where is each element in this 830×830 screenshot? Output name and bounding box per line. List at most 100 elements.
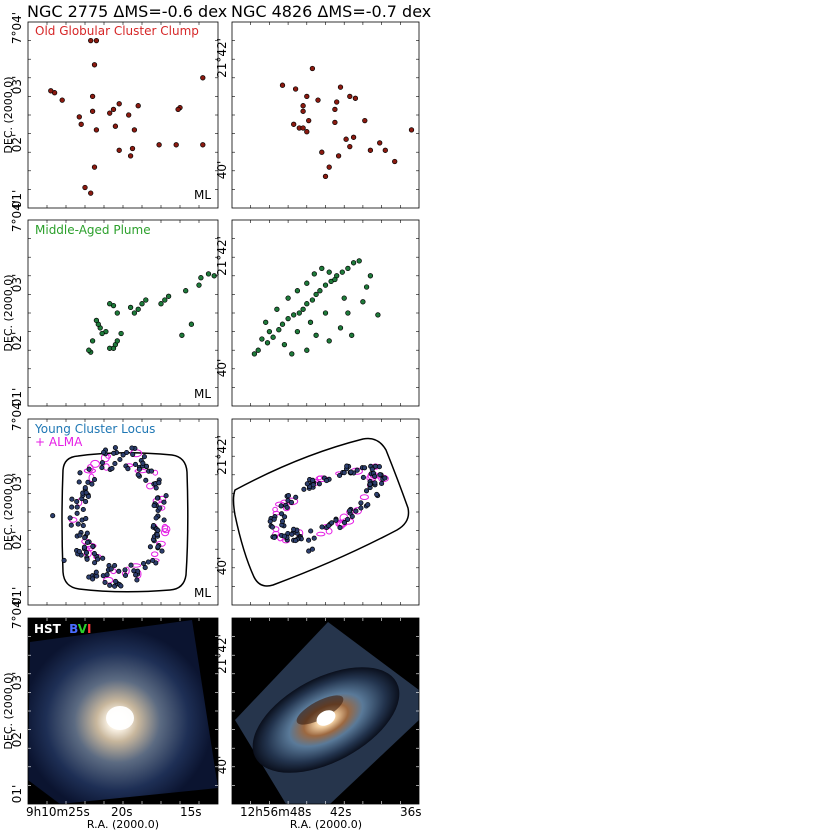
cluster-point-middle xyxy=(304,301,310,307)
cluster-point-old xyxy=(306,117,312,124)
ytick-r4-1: 40' xyxy=(215,756,229,775)
cluster-point-middle xyxy=(289,351,295,357)
cluster-point-middle xyxy=(114,310,120,316)
cluster-point-old xyxy=(200,142,206,148)
cluster-point-old xyxy=(343,136,349,142)
ytick-l1-2: 02' xyxy=(10,134,24,153)
cluster-point-middle xyxy=(322,282,329,288)
cluster-point-young xyxy=(74,499,80,505)
cluster-point-middle xyxy=(294,288,301,294)
cluster-point-young xyxy=(140,560,147,567)
cluster-point-old xyxy=(347,93,353,100)
cluster-point-young xyxy=(301,486,307,492)
cluster-point-old xyxy=(300,108,306,114)
cluster-point-middle xyxy=(263,319,269,325)
cluster-point-young xyxy=(112,562,118,569)
cluster-point-middle xyxy=(317,288,323,294)
corner-tag-row3: ML xyxy=(194,586,211,600)
cluster-point-young xyxy=(306,537,312,543)
cluster-point-young xyxy=(84,539,91,545)
cluster-point-young xyxy=(145,559,151,565)
cluster-point-young xyxy=(150,523,157,529)
cluster-point-young xyxy=(99,460,105,466)
cluster-point-young xyxy=(118,583,124,589)
panel-ngc4826-young xyxy=(231,418,420,606)
cluster-point-middle xyxy=(118,330,124,337)
cluster-point-young xyxy=(75,521,81,527)
cluster-point-young xyxy=(377,472,383,478)
cluster-point-middle xyxy=(367,273,374,279)
cluster-point-middle xyxy=(360,299,366,305)
data-marks xyxy=(48,37,415,589)
cluster-point-middle xyxy=(139,301,145,307)
cluster-point-young xyxy=(153,515,159,521)
cluster-point-middle xyxy=(274,306,280,312)
cluster-point-young xyxy=(288,499,295,505)
cluster-point-young xyxy=(50,513,56,519)
column-title-ngc4826: NGC 4826 ΔMS=-0.7 dex xyxy=(231,2,431,21)
ytick-l3-2: 02' xyxy=(10,531,24,550)
ytick-r3-1: 40' xyxy=(215,557,229,576)
cluster-point-young xyxy=(77,532,83,538)
cluster-point-young xyxy=(324,478,330,484)
cluster-point-young xyxy=(83,490,89,496)
cluster-point-middle xyxy=(131,310,138,316)
cluster-point-young xyxy=(293,494,299,500)
cluster-point-old xyxy=(88,190,94,196)
cluster-point-middle xyxy=(322,310,329,316)
ytick-l1-3: 01' xyxy=(10,190,24,209)
cluster-point-middle xyxy=(375,312,381,318)
cluster-point-young xyxy=(122,572,129,578)
cluster-point-young xyxy=(102,579,108,585)
cluster-point-young xyxy=(376,464,382,470)
cluster-point-young xyxy=(74,510,80,516)
cluster-point-old xyxy=(175,106,181,113)
xtick-left-0: 9h10m25s xyxy=(26,805,90,819)
dust-lane-ngc4826 xyxy=(296,695,344,725)
cluster-point-young xyxy=(345,516,351,522)
cluster-point-old xyxy=(127,153,134,159)
cluster-point-young xyxy=(279,518,286,524)
cluster-point-young xyxy=(101,449,107,455)
corner-tag-row2: ML xyxy=(194,387,211,401)
cluster-point-old xyxy=(300,103,306,109)
cluster-point-young xyxy=(86,466,92,472)
ytick-r2-0: 21°42' xyxy=(215,236,229,276)
cluster-point-young xyxy=(104,572,110,578)
column-title-ngc2775: NGC 2775 ΔMS=-0.6 dex xyxy=(27,2,227,21)
ytick-l3-1: 03' xyxy=(10,473,24,492)
cluster-point-young xyxy=(132,461,139,467)
cluster-point-young xyxy=(67,515,73,521)
ytick-l1-1: 03' xyxy=(10,76,24,95)
cluster-point-old xyxy=(76,114,82,120)
cluster-point-young xyxy=(147,544,153,550)
cluster-point-young xyxy=(74,504,80,510)
cluster-point-young xyxy=(310,482,316,488)
cluster-point-young xyxy=(142,565,148,571)
ytick-l2-1: 03' xyxy=(10,274,24,293)
cluster-point-young xyxy=(269,524,275,530)
cluster-point-young xyxy=(341,520,348,526)
xtick-left-1: 20s xyxy=(111,805,133,819)
cluster-point-middle xyxy=(307,319,314,325)
cluster-point-young xyxy=(161,517,167,523)
cluster-point-young xyxy=(117,456,123,463)
cluster-point-old xyxy=(110,106,117,113)
cluster-point-young xyxy=(77,470,83,476)
cluster-point-old xyxy=(382,147,388,153)
cluster-point-young xyxy=(337,472,343,479)
ytick-r1-1: 40' xyxy=(215,161,229,180)
cluster-point-old xyxy=(200,75,206,81)
cluster-point-young xyxy=(382,475,388,481)
row-label-alma: + ALMA xyxy=(35,435,83,449)
ytick-l2-3: 01' xyxy=(10,388,24,407)
cluster-point-young xyxy=(362,465,368,471)
cluster-point-old xyxy=(392,158,398,165)
cluster-point-young xyxy=(347,508,353,514)
cluster-point-old xyxy=(319,149,325,155)
cluster-point-old xyxy=(332,119,338,126)
cluster-point-young xyxy=(112,461,118,467)
cluster-point-young xyxy=(163,493,169,499)
galaxy-core-ngc4826 xyxy=(316,710,336,726)
cluster-point-old xyxy=(362,117,368,124)
